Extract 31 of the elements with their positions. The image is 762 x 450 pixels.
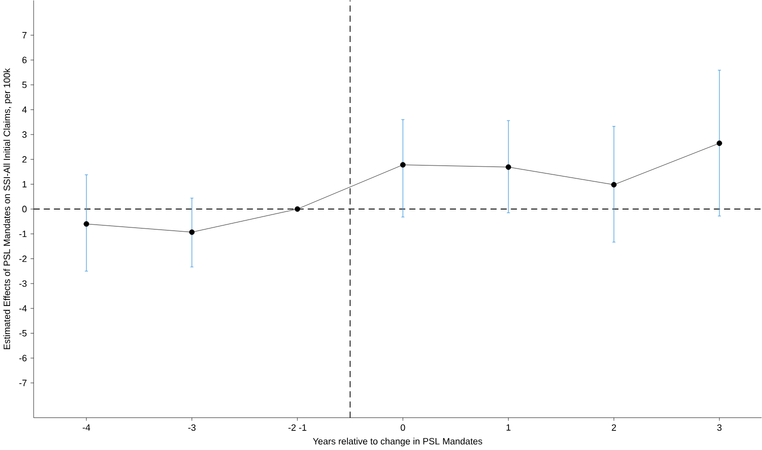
x-tick-label: -2 -1: [288, 424, 306, 431]
y-tick-label: 0: [22, 206, 27, 212]
point: [400, 162, 406, 168]
x-axis-title: Years relative to change in PSL Mandates: [312, 438, 482, 446]
y-tick-label: -4: [19, 305, 27, 312]
y-tick-label: 5: [22, 82, 27, 88]
y-tick-label: 4: [22, 106, 27, 113]
point: [611, 182, 617, 188]
x-tick-label: -4: [82, 424, 90, 431]
y-tick-label: -7: [19, 380, 27, 386]
y-tick-label: -2: [19, 256, 27, 262]
y-axis-title: Estimated Effects of PSL Mandates on SSI-All Initial Claims, per 100k: [3, 68, 12, 350]
y-tick-label: -1: [19, 230, 27, 238]
y-tick-label: 3: [22, 131, 27, 138]
x-tick-label: 3: [717, 424, 722, 431]
x-tick-label: 2: [612, 424, 616, 431]
point: [294, 206, 300, 212]
point: [506, 164, 512, 170]
x-tick-label: 0: [400, 424, 406, 431]
point: [716, 140, 722, 146]
y-tick-label: -6: [19, 355, 27, 362]
x-tick-label: -3: [188, 424, 196, 431]
point: [189, 230, 195, 236]
y-tick-label: -3: [19, 280, 27, 287]
y-tick-label: -5: [19, 330, 27, 337]
point: [84, 221, 90, 227]
y-tick-label: 7: [22, 32, 27, 38]
x-tick-label: 1: [506, 424, 510, 431]
y-tick-label: 1: [22, 181, 27, 188]
y-tick-label: 2: [22, 156, 27, 163]
y-tick-label: 6: [22, 56, 27, 64]
